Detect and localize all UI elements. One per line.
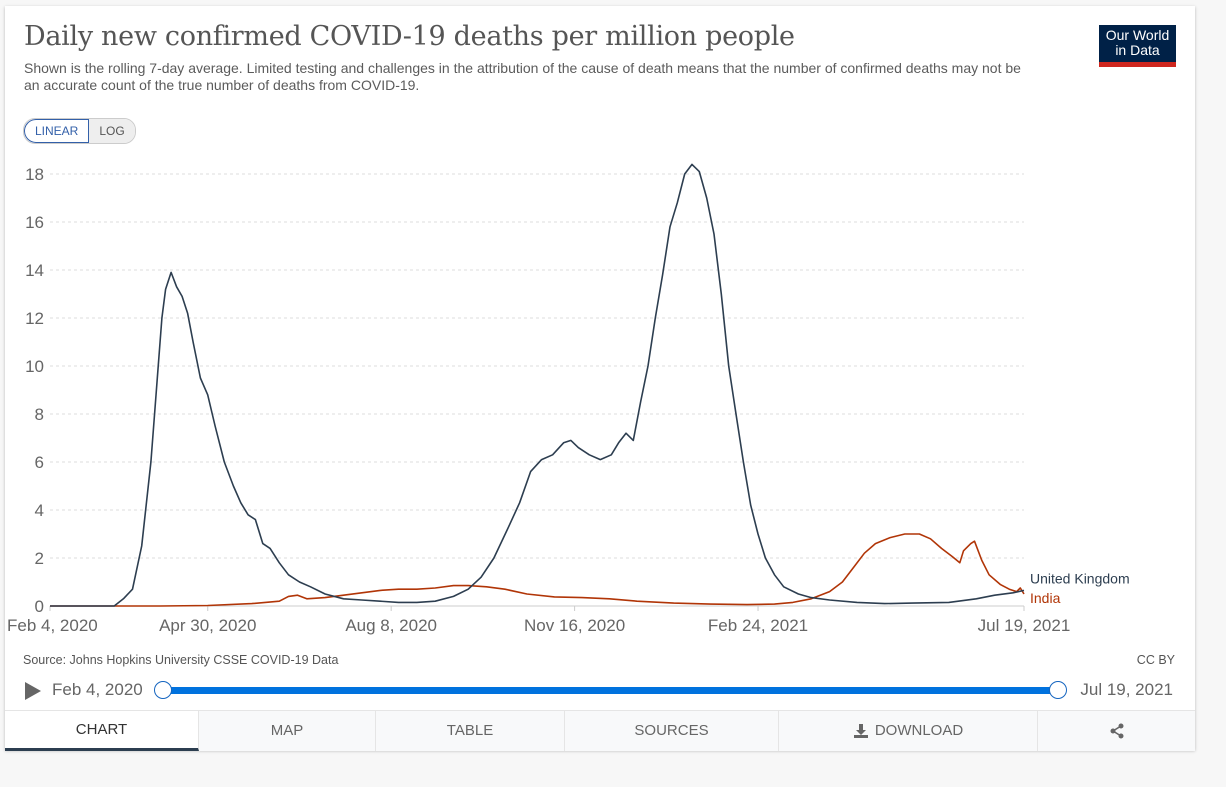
tab-label: SOURCES: [634, 722, 709, 739]
tab-label: DOWNLOAD: [874, 722, 964, 739]
x-tick-label: Apr 30, 2020: [159, 616, 256, 635]
tab-sources[interactable]: SOURCES: [565, 711, 779, 751]
y-tick-label: 8: [35, 405, 44, 424]
x-tick-label: Feb 24, 2021: [708, 616, 808, 635]
share-button[interactable]: [1038, 711, 1195, 751]
tab-download[interactable]: DOWNLOAD: [779, 711, 1038, 751]
series-line-india: [50, 533, 1025, 607]
download-icon: [853, 724, 868, 738]
linear-scale-button[interactable]: LINEAR: [24, 119, 90, 143]
owid-logo[interactable]: Our World in Data: [1099, 25, 1176, 67]
logo-line1: Our World: [1105, 27, 1170, 43]
timeline: Feb 4, 2020 Jul 19, 2021: [23, 678, 1183, 706]
y-tick-label: 12: [25, 309, 44, 328]
tab-map[interactable]: MAP: [199, 711, 376, 751]
timeline-end-handle[interactable]: [1049, 681, 1067, 699]
y-tick-label: 4: [35, 501, 44, 520]
series-line-united-kingdom: [50, 163, 1025, 607]
timeline-track[interactable]: [163, 687, 1058, 694]
x-tick-label: Feb 4, 2020: [7, 616, 98, 635]
scale-toggle: LINEAR LOG: [23, 118, 136, 144]
timeline-start-label: Feb 4, 2020: [52, 680, 143, 699]
y-tick-label: 6: [35, 453, 44, 472]
tab-label: MAP: [270, 722, 304, 739]
y-tick-label: 10: [25, 357, 44, 376]
x-tick-label: Aug 8, 2020: [345, 616, 437, 635]
chart-card: Daily new confirmed COVID-19 deaths per …: [5, 6, 1195, 751]
source-note: Source: Johns Hopkins University CSSE CO…: [23, 653, 339, 667]
tab-bar: CHART MAP TABLE SOURCES DOWNLOAD: [5, 710, 1195, 751]
line-chart: 0 2 4 6 8 10 12 14 16 18 Feb 4, 2020 Apr 30, 2020 A…: [7, 163, 1130, 635]
license-link[interactable]: CC BY: [1136, 653, 1175, 667]
legend-label: India: [1030, 590, 1061, 606]
y-tick-label: 14: [25, 261, 44, 280]
y-tick-label: 18: [25, 165, 44, 184]
chart-subtitle: Shown is the rolling 7-day average. Limi…: [24, 60, 1021, 93]
share-icon: [1110, 723, 1123, 739]
log-scale-button[interactable]: LOG: [89, 119, 135, 143]
tab-label: CHART: [75, 720, 128, 738]
y-tick-label: 16: [25, 213, 44, 232]
play-icon[interactable]: [25, 682, 41, 700]
tab-chart[interactable]: CHART: [5, 711, 199, 751]
x-tick-label: Nov 16, 2020: [524, 616, 625, 635]
y-tick-label: 0: [35, 597, 44, 616]
timeline-start-handle[interactable]: [154, 681, 172, 699]
tab-table[interactable]: TABLE: [376, 711, 565, 751]
chart-title: Daily new confirmed COVID-19 deaths per …: [24, 21, 795, 52]
timeline-end-label: Jul 19, 2021: [1080, 680, 1173, 699]
legend-label: United Kingdom: [1030, 570, 1130, 586]
logo-line2: in Data: [1115, 42, 1160, 58]
y-tick-label: 2: [35, 549, 44, 568]
tab-label: TABLE: [446, 722, 494, 739]
x-tick-label: Jul 19, 2021: [978, 616, 1071, 635]
